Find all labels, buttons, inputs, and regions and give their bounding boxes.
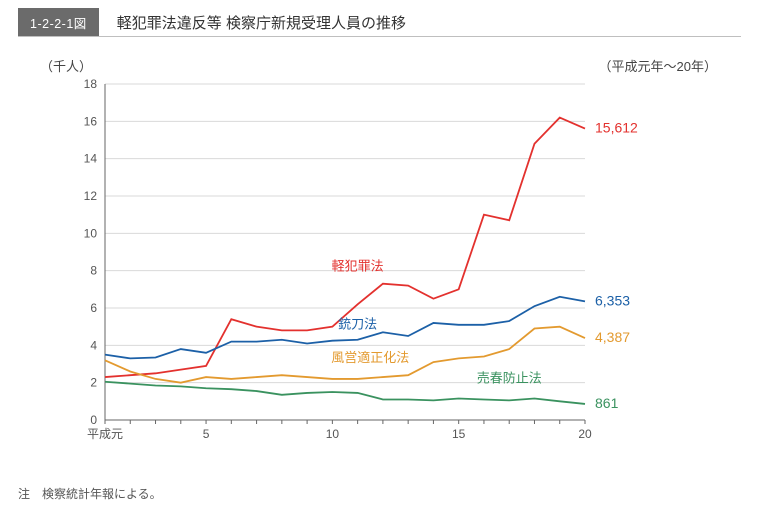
line-chart: 軽犯罪法 15,612 銃刀法 6,353 風営適正化法 4,387 売春防止法 861 0 2… [70,78,660,448]
footnote: 注 検察統計年報による。 [18,485,162,502]
figure-header: 1-2-2-1図 軽犯罪法違反等 検察庁新規受理人員の推移 [18,8,741,37]
series-label: 銃刀法 [338,317,377,332]
footnote-text: 検察統計年報による。 [42,487,162,501]
footnote-prefix: 注 [18,487,30,501]
series-label: 売春防止法 [477,371,542,386]
series-end-value: 861 [595,395,619,411]
y-tick-label: 16 [84,114,98,128]
figure-root: 1-2-2-1図 軽犯罪法違反等 検察庁新規受理人員の推移 （千人） （平成元年… [0,0,759,510]
period-label: （平成元年～20年） [599,56,717,75]
x-tick-label: 5 [203,427,210,441]
y-tick-label: 2 [90,376,97,390]
y-tick-label: 0 [90,413,97,427]
y-tick-label: 10 [84,226,98,240]
y-tick-label: 12 [84,189,98,203]
x-tick-label: 20 [578,427,592,441]
y-axis-unit: （千人） [40,56,92,75]
y-tick-label: 4 [90,338,97,352]
figure-title: 軽犯罪法違反等 検察庁新規受理人員の推移 [99,8,741,36]
series-label: 軽犯罪法 [332,259,384,274]
series-line [105,118,585,377]
x-tick-label: 10 [326,427,340,441]
x-tick-label: 15 [452,427,466,441]
y-tick-label: 8 [90,264,97,278]
y-tick-label: 14 [84,152,98,166]
series-end-value: 4,387 [595,329,630,345]
series-end-value: 15,612 [595,120,638,136]
figure-code: 1-2-2-1図 [18,8,99,36]
y-tick-label: 6 [90,301,97,315]
series-label: 風営適正化法 [331,350,409,365]
series-end-value: 6,353 [595,292,630,308]
y-tick-label: 18 [84,78,98,91]
x-tick-label: 平成元 [87,427,123,441]
